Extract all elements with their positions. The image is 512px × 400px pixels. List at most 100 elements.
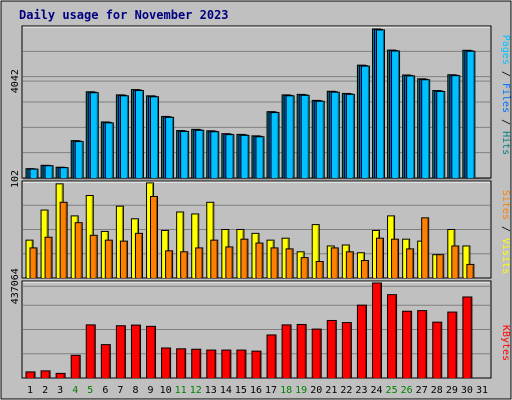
bar-fill-pages <box>317 102 323 178</box>
bar-fill-sites <box>241 240 246 278</box>
legend-entry: Hits <box>500 131 511 155</box>
bar-fill-visits <box>358 253 363 278</box>
bar-fill-visits <box>177 213 182 278</box>
bar-fill-kbytes <box>418 311 425 378</box>
bar-fill-visits <box>42 211 47 278</box>
bar-fill-sites <box>196 248 201 278</box>
bar-fill-kbytes <box>192 350 199 378</box>
bar-fill-visits <box>27 241 31 278</box>
bar-fill-sites <box>302 258 307 278</box>
bar-fill-pages <box>332 93 338 178</box>
bar-fill-kbytes <box>237 351 244 378</box>
panel-legend: KBytes <box>500 325 511 361</box>
bar-fill-pages <box>151 97 157 178</box>
x-tick-label-day-20: 20 <box>310 385 322 396</box>
bar-fill-visits <box>463 246 468 278</box>
bar-fill-visits <box>328 246 333 278</box>
x-tick-label-day-8: 8 <box>132 385 138 396</box>
bar-fill-pages <box>61 168 67 178</box>
x-tick-label-day-6: 6 <box>102 385 108 396</box>
bar-fill-sites <box>452 246 457 278</box>
bar-fill-pages <box>211 132 217 178</box>
x-tick-label-day-22: 22 <box>340 385 352 396</box>
bar-fill-pages <box>287 96 293 178</box>
panel-kbytes: 437064 KBytes <box>10 268 511 379</box>
legend-entry: Pages <box>500 35 511 65</box>
x-tick-label-day-11: 11 <box>175 385 187 396</box>
x-tick-label-day-17: 17 <box>265 385 277 396</box>
bar-fill-pages <box>407 76 413 178</box>
bar-fill-visits <box>343 246 348 278</box>
bar-fill-sites <box>362 261 367 278</box>
bar-fill-sites <box>136 234 141 278</box>
x-tick-label-day-13: 13 <box>205 385 217 396</box>
bar-fill-sites <box>287 249 292 278</box>
bar-fill-kbytes <box>177 349 184 378</box>
x-tick-label-day-5: 5 <box>87 385 93 396</box>
bar-fill-kbytes <box>283 325 290 378</box>
bar-fill-sites <box>377 239 382 278</box>
bar-fill-kbytes <box>373 283 380 378</box>
bar-fill-kbytes <box>403 312 410 378</box>
x-tick-label-day-10: 10 <box>160 385 172 396</box>
bar-fill-visits <box>87 196 92 278</box>
bar-fill-kbytes <box>358 306 365 378</box>
bar-fill-visits <box>373 231 378 278</box>
bar-fill-kbytes <box>72 356 79 378</box>
bar-fill-sites <box>151 197 156 278</box>
bar-fill-kbytes <box>343 323 350 378</box>
x-tick-label-day-28: 28 <box>431 385 443 396</box>
panel-visits_sites: 102 Sites / Visits <box>10 170 511 279</box>
x-tick-label-day-30: 30 <box>461 385 473 396</box>
bar-fill-kbytes <box>87 325 94 378</box>
x-tick-label-day-2: 2 <box>42 385 48 396</box>
bar-fill-pages <box>91 93 97 178</box>
bar-fill-visits <box>298 252 303 278</box>
legend-entry: Visits <box>500 238 511 274</box>
bar-fill-visits <box>403 240 408 278</box>
x-tick-label-day-14: 14 <box>220 385 232 396</box>
x-tick-label-day-18: 18 <box>280 385 292 396</box>
bar-fill-sites <box>272 248 277 278</box>
bar-fill-visits <box>418 242 423 278</box>
bar-fill-sites <box>31 248 35 278</box>
bar-fill-pages <box>241 136 247 178</box>
bar-fill-pages <box>347 95 353 178</box>
panel-legend: Sites / Visits <box>500 190 511 274</box>
x-tick-label-day-16: 16 <box>250 385 262 396</box>
bar-fill-visits <box>252 234 257 278</box>
x-tick-label-day-31: 31 <box>476 385 488 396</box>
bar-fill-pages <box>362 67 368 178</box>
bar-fill-sites <box>76 223 81 278</box>
x-tick-label-day-27: 27 <box>416 385 428 396</box>
bar-fill-visits <box>448 230 453 278</box>
legend-entry: KBytes <box>500 325 511 361</box>
bar-fill-pages <box>302 96 308 178</box>
bar-fill-sites <box>317 262 322 278</box>
x-tick-label-day-12: 12 <box>190 385 202 396</box>
x-tick-label-day-29: 29 <box>446 385 458 396</box>
bar-fill-sites <box>91 236 96 278</box>
legend-entry: / <box>500 113 511 131</box>
bar-fill-sites <box>121 242 126 278</box>
legend-entry: Sites <box>500 190 511 220</box>
bar-fill-kbytes <box>222 351 229 378</box>
chart-title: Daily usage for November 2023 <box>19 8 229 22</box>
bar-fill-visits <box>268 241 273 278</box>
bar-fill-pages <box>196 131 202 178</box>
bar-fill-sites <box>61 203 66 278</box>
bar-fill-kbytes <box>162 348 169 378</box>
bar-fill-visits <box>313 225 318 278</box>
bar-fill-visits <box>117 207 122 278</box>
bar-fill-kbytes <box>57 374 64 378</box>
bar-fill-sites <box>211 241 216 278</box>
bar-fill-visits <box>147 183 152 278</box>
bar-fill-visits <box>237 230 242 278</box>
bar-fill-sites <box>256 244 261 278</box>
y-max-label: 437064 <box>10 268 21 304</box>
bar-fill-kbytes <box>268 335 275 378</box>
legend-entry: / <box>500 220 511 238</box>
legend-entry: Files <box>500 83 511 113</box>
